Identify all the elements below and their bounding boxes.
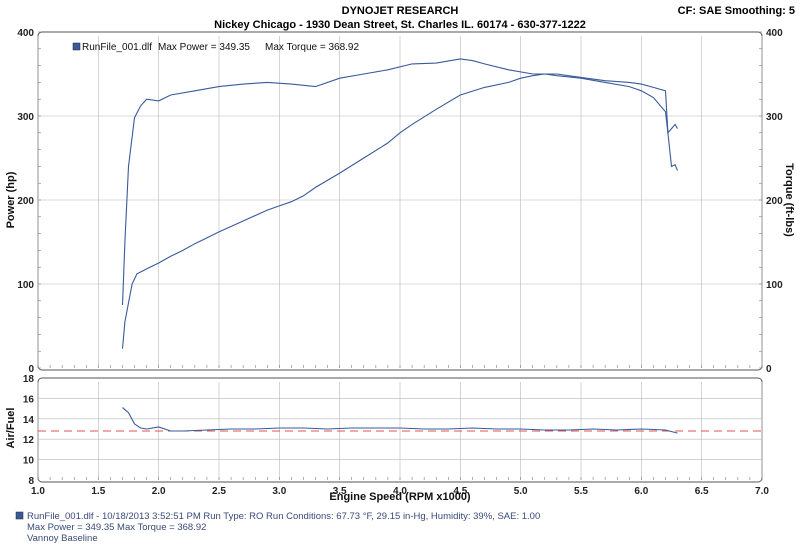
legend-file: RunFile_001.dlf (82, 42, 152, 53)
footer-run-info: RunFile_001.dlf - 10/18/2013 3:52:51 PM … (27, 511, 540, 522)
legend-max-power: Max Power = 349.35 (158, 42, 250, 53)
power-curve (121, 73, 679, 349)
torque-curve (121, 58, 678, 306)
x-tick-label: 2.0 (152, 486, 166, 497)
x-tick-label: 6.5 (695, 486, 709, 497)
air-fuel-tick-label: 12 (23, 435, 35, 446)
x-tick-label: 3.0 (272, 486, 286, 497)
legend-swatch (72, 42, 81, 51)
y-tick-label: 100 (17, 280, 34, 291)
tick-labels: 1.0 1.5 2.0 2.5 3.0 3.5 4.0 4.5 5.0 5.5 6.0 6.5 7.0 0… (17, 28, 783, 497)
chart-title: DYNOJET RESEARCH (342, 5, 459, 17)
x-tick-label: 7.0 (755, 486, 769, 497)
x-tick-label: 4.5 (453, 486, 467, 497)
x-tick-label: 2.5 (212, 486, 226, 497)
x-tick-label: 3.5 (333, 486, 347, 497)
y2-tick-label: 300 (766, 112, 783, 123)
air-fuel-tick-label: 8 (28, 476, 34, 487)
x-tick-label: 1.5 (91, 486, 105, 497)
y-axis-label: Power (hp) (5, 171, 17, 228)
power-grid (37, 31, 763, 369)
y2-tick-label: 0 (766, 364, 772, 375)
x-tick-label: 5.5 (574, 486, 588, 497)
x-tick-label: 6.0 (634, 486, 648, 497)
air-fuel-tick-label: 14 (23, 415, 35, 426)
x-tick-label: 4.0 (393, 486, 407, 497)
air-fuel-tick-label: 16 (23, 394, 35, 405)
y2-tick-label: 200 (766, 196, 783, 207)
correction-factor-label: CF: SAE Smoothing: 5 (678, 5, 795, 17)
y2-tick-label: 400 (766, 28, 783, 39)
footer-swatch (15, 511, 24, 520)
x-axis-label: Engine Speed (RPM x1000) (329, 491, 471, 503)
y-tick-label: 400 (17, 28, 34, 39)
y-tick-label: 200 (17, 196, 34, 207)
air-fuel-axis-label: Air/Fuel (5, 408, 17, 449)
footer-max-values: Max Power = 349.35 Max Torque = 368.92 (27, 522, 206, 533)
x-tick-label: 5.0 (514, 486, 528, 497)
air-fuel-grid (37, 382, 763, 480)
legend-max-torque: Max Torque = 368.92 (265, 42, 359, 53)
chart-subtitle: Nickey Chicago - 1930 Dean Street, St. C… (214, 19, 586, 31)
x-tick-label: 1.0 (31, 486, 45, 497)
y2-tick-label: 100 (766, 280, 783, 291)
y2-axis-label: Torque (ft-lbs) (783, 163, 795, 237)
footer-note: Vannoy Baseline (27, 533, 98, 544)
air-fuel-tick-label: 10 (23, 456, 35, 467)
y-tick-label: 0 (28, 364, 34, 375)
air-fuel-tick-label: 18 (23, 374, 35, 385)
curves (38, 58, 762, 434)
y-tick-label: 300 (17, 112, 34, 123)
air-fuel-curve (122, 407, 678, 434)
